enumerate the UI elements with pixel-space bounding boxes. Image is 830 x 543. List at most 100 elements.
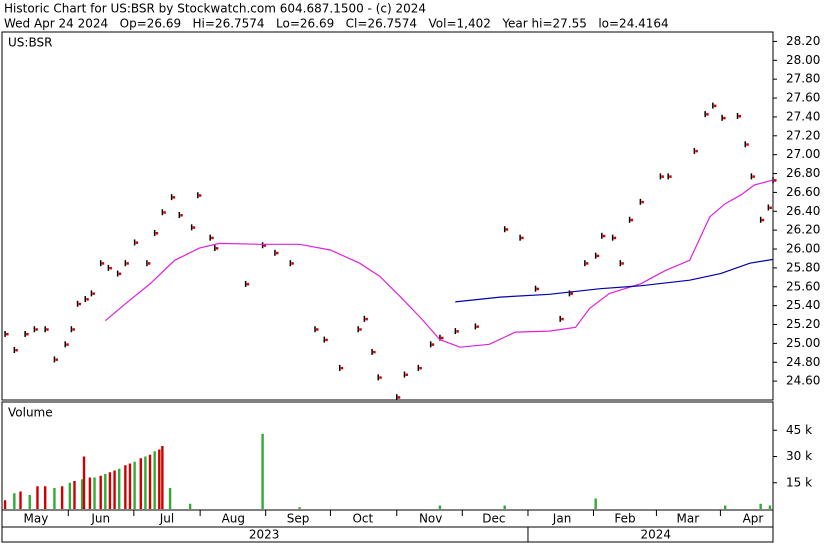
volume-bar bbox=[19, 491, 22, 509]
volume-bar bbox=[28, 495, 31, 509]
price-close-tick bbox=[630, 218, 634, 222]
price-close-tick bbox=[109, 266, 112, 270]
volume-bar bbox=[188, 503, 192, 509]
price-close-tick bbox=[126, 262, 129, 265]
price-close-tick bbox=[78, 302, 82, 306]
price-close-tick bbox=[359, 328, 362, 331]
price-close-tick bbox=[713, 104, 717, 108]
volume-bar bbox=[60, 486, 64, 509]
price-close-tick bbox=[172, 196, 176, 199]
volume-bar bbox=[161, 446, 164, 509]
volume-bar bbox=[759, 503, 762, 509]
price-close-tick bbox=[695, 149, 698, 153]
volume-bar bbox=[124, 465, 127, 509]
volume-bar bbox=[36, 486, 39, 509]
price-close-tick bbox=[379, 376, 382, 379]
volume-bar bbox=[503, 505, 506, 509]
volume-bar bbox=[99, 475, 102, 509]
volume-bar bbox=[104, 474, 107, 509]
price-close-tick bbox=[198, 194, 202, 197]
volume-bar bbox=[68, 482, 72, 509]
x-tick-label: Nov bbox=[419, 512, 442, 526]
volume-bar bbox=[43, 486, 47, 509]
volume-bar bbox=[144, 456, 147, 509]
price-close-tick bbox=[316, 328, 319, 331]
volume-bar bbox=[298, 507, 301, 509]
price-close-tick bbox=[26, 332, 29, 336]
volume-bar bbox=[80, 479, 84, 509]
volume-bar bbox=[88, 477, 92, 509]
volume-bar bbox=[108, 472, 112, 509]
price-close-tick bbox=[92, 292, 95, 295]
price-close-tick bbox=[602, 234, 606, 238]
price-close-tick bbox=[405, 373, 408, 377]
legend-label: US:BSR bbox=[8, 36, 52, 50]
y-tick-label: 24.80 bbox=[786, 355, 820, 369]
volume-bar bbox=[723, 505, 727, 509]
y-tick-label: 26.20 bbox=[786, 223, 820, 237]
volume-bar bbox=[438, 505, 442, 509]
price-close-tick bbox=[476, 325, 479, 328]
price-close-tick bbox=[135, 241, 139, 244]
volume-bar bbox=[93, 477, 96, 509]
y-tick-label: 15 k bbox=[786, 475, 812, 489]
price-close-tick bbox=[163, 211, 166, 214]
price-close-tick bbox=[215, 247, 219, 250]
y-tick-label: 28.20 bbox=[786, 34, 820, 48]
price-close-tick bbox=[6, 332, 9, 336]
moving-average-line bbox=[104, 179, 774, 348]
price-close-tick bbox=[66, 343, 69, 346]
y-tick-label: 25.40 bbox=[786, 298, 820, 312]
price-close-tick bbox=[585, 262, 589, 265]
price-close-tick bbox=[613, 236, 617, 240]
volume-bar bbox=[3, 500, 7, 509]
price-close-tick bbox=[440, 336, 444, 340]
y-tick-label: 30 k bbox=[786, 449, 812, 463]
price-close-tick bbox=[738, 114, 742, 118]
price-close-tick bbox=[669, 175, 672, 178]
price-close-tick bbox=[263, 244, 267, 247]
price-close-tick bbox=[211, 236, 214, 240]
x-tick-label: May bbox=[24, 512, 49, 526]
y-tick-label: 27.80 bbox=[786, 72, 820, 86]
year-axis bbox=[1, 526, 774, 543]
price-close-tick bbox=[291, 262, 294, 265]
volume-bar bbox=[53, 488, 56, 509]
price-close-tick bbox=[86, 298, 89, 301]
price-close-tick bbox=[246, 282, 250, 286]
y-tick-label: 27.20 bbox=[786, 128, 820, 142]
y-tick-label: 26.00 bbox=[786, 242, 820, 256]
volume-label: Volume bbox=[8, 406, 53, 420]
volume-bar bbox=[128, 463, 132, 509]
x-tick-label: Jul bbox=[159, 512, 174, 526]
volume-bar bbox=[82, 456, 86, 509]
y-tick-label: 26.60 bbox=[786, 185, 820, 199]
price-close-tick bbox=[118, 272, 122, 276]
volume-bar bbox=[594, 498, 597, 509]
y-tick-label: 26.80 bbox=[786, 166, 820, 180]
price-close-tick bbox=[55, 358, 58, 361]
price-close-tick bbox=[180, 214, 183, 217]
price-close-tick bbox=[723, 116, 726, 120]
price-close-tick bbox=[46, 328, 49, 331]
y-tick-label: 27.60 bbox=[786, 91, 820, 105]
volume-bar bbox=[13, 493, 16, 509]
price-close-tick bbox=[35, 328, 38, 331]
year-label: 2023 bbox=[249, 528, 280, 542]
x-tick-label: Sep bbox=[287, 512, 310, 526]
price-close-tick bbox=[641, 200, 644, 204]
price-close-tick bbox=[536, 287, 540, 291]
price-close-tick bbox=[505, 228, 509, 231]
price-close-tick bbox=[373, 350, 376, 354]
price-close-tick bbox=[456, 330, 459, 333]
volume-bar bbox=[133, 461, 136, 509]
price-close-tick bbox=[706, 113, 709, 116]
price-close-tick bbox=[275, 251, 279, 255]
price-close-tick bbox=[155, 231, 159, 235]
price-close-tick bbox=[419, 366, 422, 370]
y-tick-label: 25.60 bbox=[786, 279, 820, 293]
y-tick-label: 26.40 bbox=[786, 204, 820, 218]
x-tick-label: Mar bbox=[677, 512, 700, 526]
price-close-tick bbox=[192, 226, 196, 229]
